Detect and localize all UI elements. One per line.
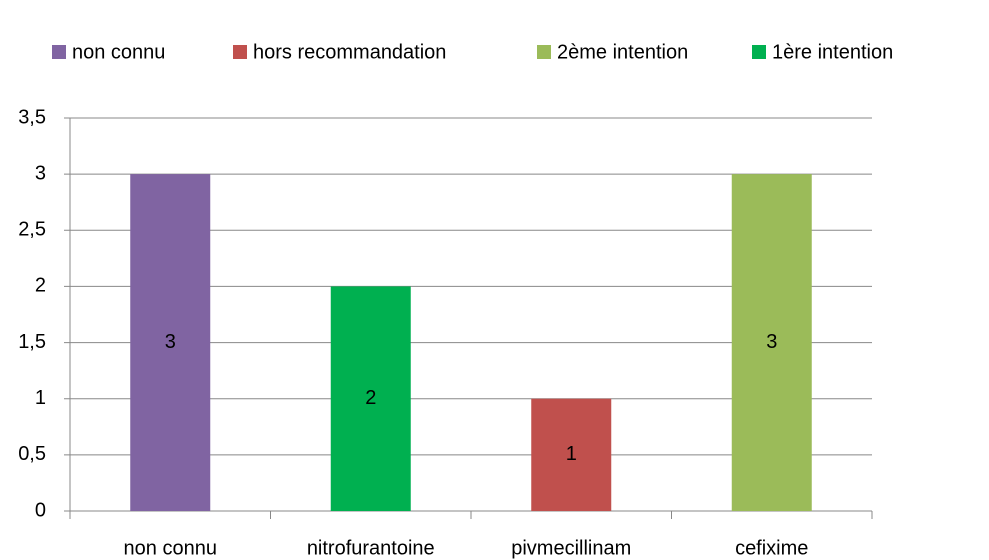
y-tick-label: 0,5	[18, 443, 46, 465]
x-tick-label: non connu	[124, 537, 217, 559]
legend-label: 2ème intention	[557, 41, 688, 63]
y-tick-label: 3	[35, 162, 46, 184]
y-tick-label: 3,5	[18, 106, 46, 128]
y-tick-label: 1,5	[18, 331, 46, 353]
y-tick-label: 1	[35, 387, 46, 409]
legend-swatch	[537, 45, 551, 59]
x-tick-label: cefixime	[735, 537, 808, 559]
data-label: 3	[766, 331, 777, 353]
legend-label: 1ère intention	[772, 41, 893, 63]
data-label: 1	[566, 443, 577, 465]
legend-swatch	[233, 45, 247, 59]
bar	[330, 286, 411, 511]
bar	[731, 174, 812, 511]
legend-label: hors recommandation	[253, 41, 446, 63]
y-tick-label: 2	[35, 275, 46, 297]
x-tick-label: nitrofurantoine	[307, 537, 435, 559]
bar	[130, 174, 211, 511]
bar	[531, 398, 612, 511]
data-label: 3	[165, 331, 176, 353]
y-tick-label: 0	[35, 499, 46, 521]
y-tick-label: 2,5	[18, 219, 46, 241]
data-label: 2	[365, 387, 376, 409]
x-tick-label: pivmecillinam	[511, 537, 631, 559]
legend-label: non connu	[72, 41, 165, 63]
legend-swatch	[52, 45, 66, 59]
legend-swatch	[752, 45, 766, 59]
